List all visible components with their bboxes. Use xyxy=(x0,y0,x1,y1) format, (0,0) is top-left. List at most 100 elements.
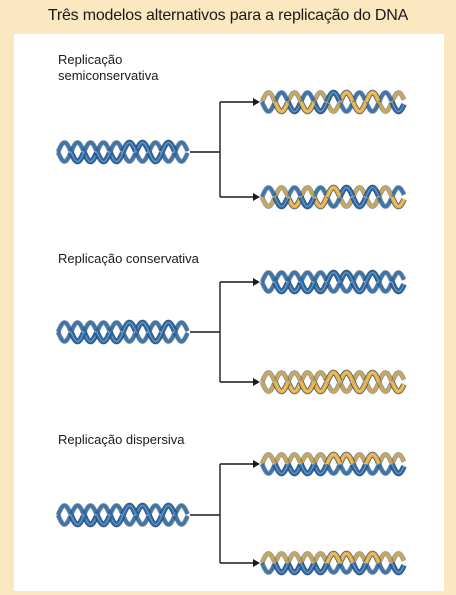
parental-strand xyxy=(390,270,406,283)
parental-strand xyxy=(173,140,190,153)
daughter-dna-top-conservative xyxy=(259,269,407,295)
parental-strand xyxy=(134,140,151,153)
arrow-head-top xyxy=(253,98,260,106)
new-strand xyxy=(390,370,406,383)
parental-strand xyxy=(95,503,112,516)
new-strand xyxy=(299,101,316,114)
mixed-strand xyxy=(299,551,316,564)
new-strand xyxy=(390,196,406,209)
helix-highlight xyxy=(135,141,150,153)
helix-highlight xyxy=(70,514,85,526)
parental-strand xyxy=(390,281,406,294)
mixed-strand xyxy=(390,551,406,564)
mixed-strand xyxy=(377,562,394,575)
parental-dna-semiconservative xyxy=(55,139,190,165)
helix-highlight xyxy=(300,196,315,208)
helix-highlight xyxy=(313,281,328,293)
label-semiconservative-line-2: semiconservativa xyxy=(58,68,159,83)
new-strand xyxy=(325,370,342,383)
mixed-strand xyxy=(260,452,277,465)
new-strand xyxy=(273,101,290,114)
mixed-strand xyxy=(312,551,329,564)
label-dispersive-line-1: Replicação dispersiva xyxy=(58,432,185,447)
mixed-strand xyxy=(364,452,381,465)
parental-strand xyxy=(286,185,303,198)
helix-highlight xyxy=(365,91,380,103)
mixed-strand xyxy=(338,452,355,465)
parental-strand xyxy=(173,503,190,516)
new-strand xyxy=(325,185,342,198)
helix-highlight xyxy=(326,371,341,383)
parental-strand xyxy=(69,320,86,333)
mixed-strand xyxy=(351,463,368,476)
helix-highlight xyxy=(300,463,315,475)
new-strand xyxy=(273,381,290,394)
helix-highlight xyxy=(148,151,163,163)
new-strand xyxy=(390,90,406,103)
parental-strand xyxy=(364,185,381,198)
helix-highlight xyxy=(287,381,302,393)
parental-strand xyxy=(121,140,138,153)
new-strand xyxy=(351,185,368,198)
parental-strand xyxy=(286,270,303,283)
parental-strand xyxy=(121,503,138,516)
parental-strand xyxy=(82,140,99,153)
helix-highlight xyxy=(391,562,405,574)
parental-strand xyxy=(312,101,329,114)
parental-strand xyxy=(56,140,73,153)
branch-arrows-semiconservative xyxy=(190,98,260,201)
parental-strand xyxy=(56,320,73,333)
parental-strand xyxy=(390,185,406,198)
mixed-strand xyxy=(286,562,303,575)
parental-strand xyxy=(134,151,151,164)
helix-highlight xyxy=(122,321,137,333)
mixed-strand xyxy=(325,452,342,465)
helix-highlight xyxy=(365,186,380,198)
new-strand xyxy=(260,196,277,209)
helix-highlight xyxy=(109,331,124,343)
new-strand xyxy=(390,381,406,394)
mixed-strand xyxy=(260,463,277,476)
helix-highlight xyxy=(274,101,289,113)
parental-strand xyxy=(69,140,86,153)
parental-strand xyxy=(147,514,164,527)
parental-strand xyxy=(286,101,303,114)
parental-strand xyxy=(173,331,190,344)
new-strand xyxy=(338,381,355,394)
helix-highlight xyxy=(161,504,176,516)
daughter-dna-bottom-semiconservative xyxy=(259,184,407,210)
helix-highlight xyxy=(352,463,367,475)
parental-strand xyxy=(325,270,342,283)
new-strand xyxy=(312,90,329,103)
parental-strand xyxy=(82,320,99,333)
mixed-strand xyxy=(260,562,277,575)
parental-strand xyxy=(390,101,406,114)
mixed-strand xyxy=(312,452,329,465)
arrow-head-bottom xyxy=(253,378,260,386)
parental-strand xyxy=(173,514,190,527)
new-strand xyxy=(377,381,394,394)
mixed-strand xyxy=(273,562,290,575)
parental-strand xyxy=(147,151,164,164)
mixed-strand xyxy=(338,463,355,476)
helix-highlight xyxy=(109,514,124,526)
mixed-strand xyxy=(273,463,290,476)
helix-highlight xyxy=(352,196,367,208)
parental-strand xyxy=(299,196,316,209)
page-title: Três modelos alternativos para a replica… xyxy=(0,0,456,32)
parental-strand xyxy=(56,514,73,527)
mixed-strand xyxy=(377,463,394,476)
label-conservative: Replicação conservativa xyxy=(58,251,199,267)
mixed-strand xyxy=(299,562,316,575)
new-strand xyxy=(338,196,355,209)
helix-highlight xyxy=(122,504,137,516)
parental-strand xyxy=(95,514,112,527)
helix-highlight xyxy=(96,331,111,343)
parental-strand xyxy=(108,331,125,344)
parental-strand xyxy=(108,320,125,333)
helix-highlight xyxy=(70,331,85,343)
helix-highlight xyxy=(352,381,367,393)
parental-strand xyxy=(108,151,125,164)
helix-highlight xyxy=(339,552,354,564)
